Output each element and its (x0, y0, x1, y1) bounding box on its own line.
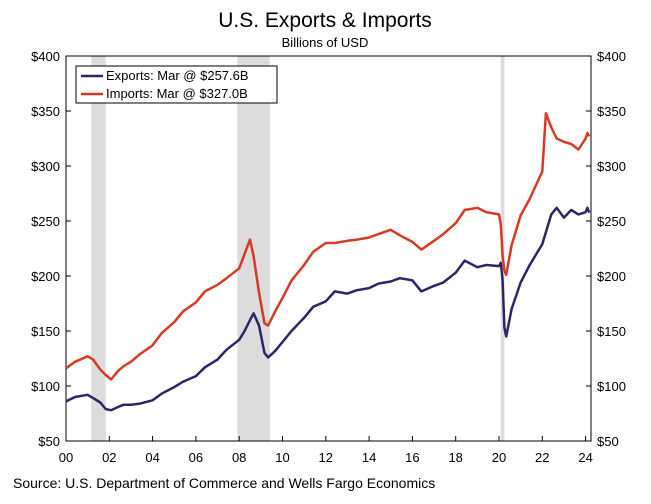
legend-label-imports: Imports: Mar @ $327.0B (106, 86, 248, 101)
x-tick-label: 04 (145, 450, 159, 465)
x-tick-label: 22 (535, 450, 549, 465)
y-tick-label-right: $100 (597, 379, 626, 394)
series-line-imports (65, 111, 591, 381)
series-lines (65, 111, 591, 412)
y-tick-label-right: $400 (597, 49, 626, 64)
y-tick-label-right: $50 (597, 434, 619, 449)
y-tick-label-left: $250 (31, 214, 60, 229)
legend-label-exports: Exports: Mar @ $257.6B (106, 68, 249, 83)
chart-title: U.S. Exports & Imports (218, 9, 432, 32)
x-tick-label: 12 (319, 450, 333, 465)
y-tick-label-left: $300 (31, 159, 60, 174)
x-tick-label: 08 (232, 450, 246, 465)
y-tick-label-right: $250 (597, 214, 626, 229)
axes (65, 55, 592, 442)
y-tick-label-right: $300 (597, 159, 626, 174)
y-tick-label-right: $200 (597, 269, 626, 284)
x-tick-label: 18 (448, 450, 462, 465)
x-tick-label: 14 (362, 450, 376, 465)
plot-frame (65, 55, 592, 442)
x-tick-label: 24 (578, 450, 592, 465)
chart-subtitle: Billions of USD (282, 35, 369, 50)
x-tick-label: 06 (189, 450, 203, 465)
recession-band (237, 56, 270, 441)
x-tick-label: 10 (275, 450, 289, 465)
x-tick-label: 02 (102, 450, 116, 465)
x-tick-label: 16 (405, 450, 419, 465)
x-tick-label: 00 (59, 450, 73, 465)
y-tick-label-left: $150 (31, 324, 60, 339)
y-tick-label-left: $400 (31, 49, 60, 64)
recession-shading (91, 56, 505, 441)
source-note: Source: U.S. Department of Commerce and … (13, 475, 435, 491)
legend-box (75, 65, 278, 104)
legend: Exports: Mar @ $257.6B Imports: Mar @ $3… (75, 65, 278, 104)
y-tick-label-left: $200 (31, 269, 60, 284)
tick-labels: $50 $50 $100 $100 $150 $150 $200 $200 $250 $250 $3… (31, 49, 626, 465)
x-tick-label: 20 (492, 450, 506, 465)
recession-band (91, 56, 106, 441)
y-tick-label-right: $350 (597, 104, 626, 119)
y-tick-label-left: $50 (38, 434, 60, 449)
y-tick-label-left: $100 (31, 379, 60, 394)
y-tick-label-right: $150 (597, 324, 626, 339)
series-line-exports (65, 206, 591, 412)
y-tick-label-left: $350 (31, 104, 60, 119)
